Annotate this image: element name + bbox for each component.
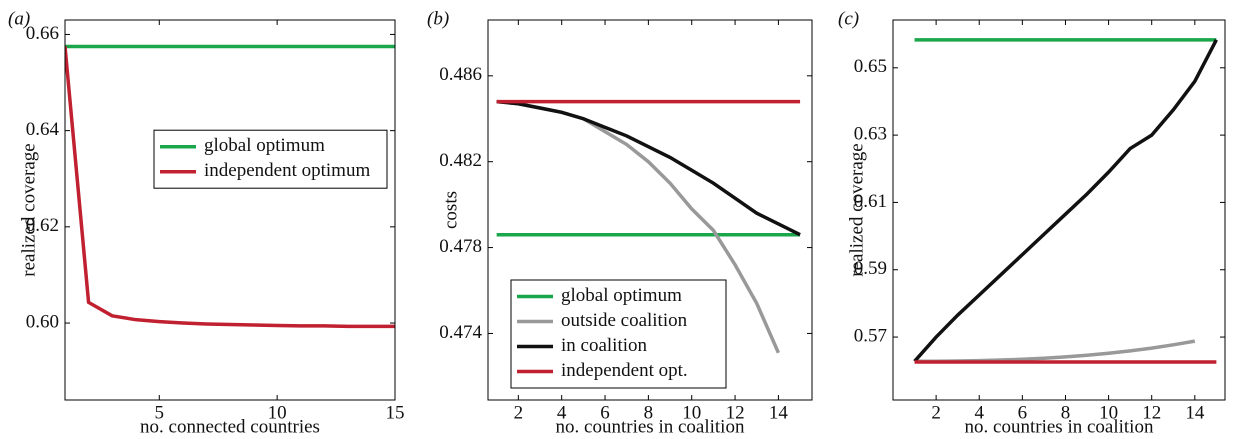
legend-label: global optimum [204,135,325,156]
legend-label: independent optimum [204,160,370,181]
series-line [913,39,1218,363]
x-tick-label: 6 [1018,402,1028,423]
y-tick-label: 0.486 [439,64,482,85]
y-axis-label: realized coverage [18,143,39,276]
y-axis-label: realized coverage [846,143,867,276]
y-tick-label: 0.63 [854,123,887,144]
y-tick-label: 0.59 [854,258,887,279]
panel-label: (c) [838,8,859,29]
y-tick-label: 0.474 [439,322,482,343]
legend-box [153,129,388,189]
y-tick-label: 0.62 [26,215,59,236]
y-tick-label: 0.64 [26,119,60,140]
legend-label: outside coalition [561,310,688,331]
y-tick-label: 0.66 [26,23,59,44]
x-axis-label: no. connected countries [140,416,320,437]
x-tick-label: 4 [557,402,567,423]
y-tick-label: 0.60 [26,311,59,332]
y-axis-label: costs [440,191,461,229]
x-tick-label: 2 [514,402,524,423]
x-tick-label: 4 [974,402,984,423]
x-tick-label: 12 [726,402,745,423]
legend-label: global optimum [561,285,682,306]
x-tick-label: 5 [155,402,165,423]
series-line [65,46,395,329]
y-tick-label: 0.482 [439,150,482,171]
x-tick-label: 10 [1099,402,1118,423]
legend-label: independent opt. [561,360,688,381]
panel-label: (b) [427,8,449,29]
y-tick-label: 0.61 [854,191,887,212]
legend: global optimum outside coalition in coalit… [510,279,727,389]
x-tick-label: 15 [386,402,405,423]
x-tick-label: 10 [268,402,287,423]
x-tick-label: 12 [1142,402,1161,423]
series-line [496,99,801,237]
legend-label: in coalition [561,335,648,356]
y-tick-label: 0.57 [854,325,887,346]
series-line [914,339,1196,364]
y-tick-label: 0.478 [439,236,482,257]
x-axis-label: no. countries in coalition [556,416,745,437]
x-axis-label: no. countries in coalition [965,416,1154,437]
x-tick-label: 8 [1061,402,1071,423]
panel-label: (a) [8,8,30,29]
x-tick-label: 2 [931,402,941,423]
x-tick-label: 14 [769,402,789,423]
plot-frame [64,19,396,401]
plot-frame [487,19,813,401]
y-tick-label: 0.65 [854,56,887,77]
legend: global optimum independent optimum [153,129,388,189]
plot-frame [892,19,1226,401]
x-tick-label: 8 [644,402,654,423]
x-tick-label: 10 [682,402,701,423]
x-tick-label: 14 [1185,402,1205,423]
x-tick-label: 6 [600,402,610,423]
